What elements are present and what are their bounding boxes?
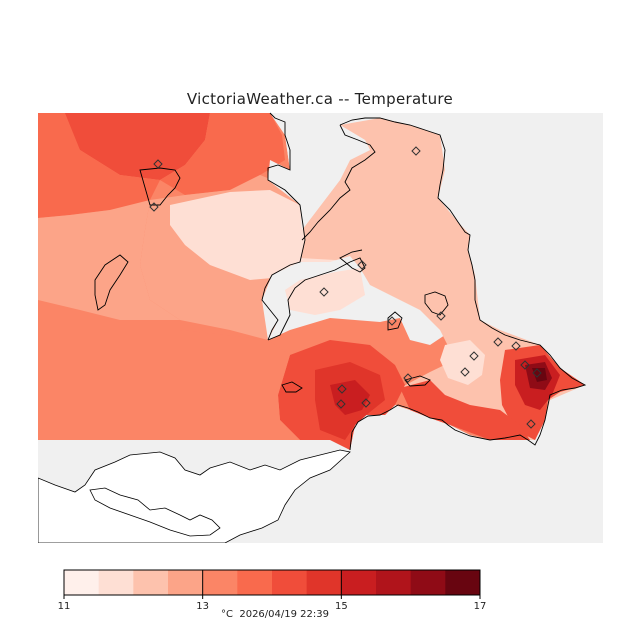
station-marker: [411, 146, 421, 156]
legend-band: [237, 570, 273, 595]
legend-band: [306, 570, 342, 595]
legend-band: [410, 570, 446, 595]
legend-band: [133, 570, 169, 595]
legend-band: [376, 570, 412, 595]
station-marker: [357, 260, 367, 270]
legend-band: [272, 570, 308, 595]
station-marker: [460, 367, 470, 377]
legend-tick-label: 11: [58, 601, 71, 612]
coastlines: [94, 112, 587, 451]
legend-caption: °C 2026/04/19 22:39: [0, 609, 550, 620]
map-title: VictoriaWeather.ca -- Temperature: [186, 90, 454, 108]
inlet-water-lower: [262, 256, 360, 340]
station-marker: [493, 337, 503, 347]
station-marker: [149, 202, 159, 212]
station-marker: [361, 398, 371, 408]
legend-band: [341, 570, 377, 595]
island-cluster: [89, 487, 221, 537]
legend-band: [168, 570, 204, 595]
inlet-water: [268, 113, 370, 230]
station-marker: [387, 316, 397, 326]
legend-tick-label: 15: [335, 601, 348, 612]
legend-tick-label: 17: [474, 601, 487, 612]
station-marker: [526, 419, 536, 429]
station-marker: [469, 351, 479, 361]
southern-landmass: [38, 449, 351, 543]
station-marker: [520, 360, 530, 370]
station-marker: [319, 287, 329, 297]
legend-band: [98, 570, 134, 595]
station-marker: [336, 399, 346, 409]
legend-ticks: 11 13 15 17: [58, 570, 487, 612]
station-marker: [153, 159, 163, 169]
station-marker: [337, 384, 347, 394]
legend-band: [445, 570, 481, 595]
legend-band: [202, 570, 238, 595]
legend-unit: °C: [221, 609, 233, 620]
station-marker: [436, 311, 446, 321]
legend-bands: [64, 570, 481, 595]
station-marker: [403, 373, 413, 383]
station-marker: [511, 341, 521, 351]
station-markers: [149, 146, 542, 429]
legend-tick-label: 13: [196, 601, 209, 612]
legend-timestamp: 2026/04/19 22:39: [239, 609, 329, 620]
station-marker: [532, 368, 542, 378]
legend-band: [64, 570, 100, 595]
